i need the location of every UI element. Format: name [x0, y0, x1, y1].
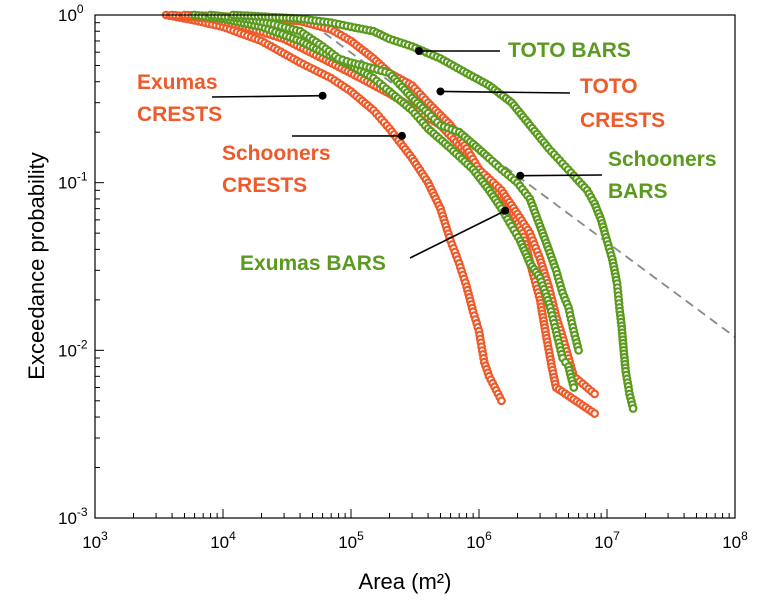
y-tick-label: 100: [58, 2, 84, 25]
annotation-label: Exumas: [137, 71, 218, 94]
data-point: [591, 391, 598, 398]
data-point: [575, 347, 582, 354]
annotation-label: Exumas BARS: [240, 252, 386, 275]
leader-dot: [501, 207, 509, 215]
leader-dot: [398, 132, 406, 140]
annotation-label: Schooners: [222, 142, 331, 165]
leader-dot: [319, 92, 327, 100]
x-tick-label: 106: [466, 529, 492, 552]
x-tick-label: 103: [82, 529, 108, 552]
annotation-label: TOTO: [580, 75, 638, 98]
annotation-label: CRESTS: [580, 109, 665, 132]
x-tick-label: 105: [338, 529, 364, 552]
x-tick-label: 107: [594, 529, 620, 552]
y-axis-title: Exceedance probability: [24, 152, 49, 379]
x-tick-label: 104: [210, 529, 236, 552]
annotation-label: CRESTS: [222, 174, 307, 197]
annotation-label: Schooners: [608, 148, 717, 171]
annotation-label: BARS: [608, 180, 668, 203]
leader-dot: [516, 172, 524, 180]
x-axis-title: Area (m²): [359, 569, 452, 594]
y-tick-label: 10-2: [58, 337, 88, 360]
data-point: [498, 398, 505, 405]
x-tick-label: 108: [722, 529, 748, 552]
annotation-label: TOTO BARS: [508, 39, 631, 62]
y-tick-label: 10-3: [58, 505, 88, 528]
y-tick-label: 10-1: [58, 170, 88, 193]
data-point: [591, 410, 598, 417]
data-point: [571, 384, 578, 391]
data-point: [630, 405, 637, 412]
annotation-label: CRESTS: [137, 103, 222, 126]
leader-line: [520, 175, 602, 176]
leader-dot: [436, 87, 444, 95]
leader-dot: [415, 47, 423, 55]
